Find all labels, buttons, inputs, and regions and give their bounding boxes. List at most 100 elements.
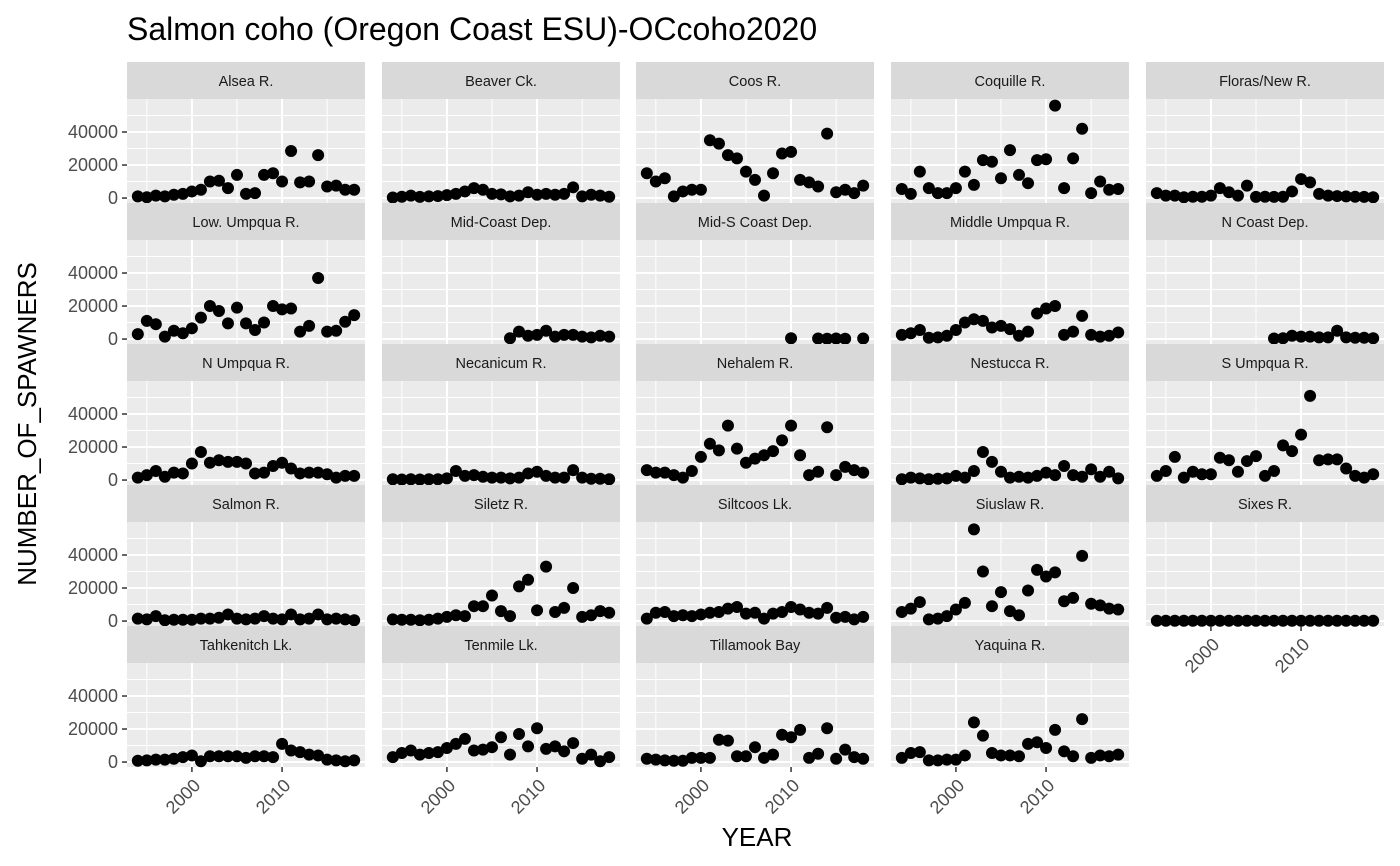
- data-point: [348, 469, 361, 482]
- data-point: [458, 610, 471, 623]
- data-point: [212, 454, 225, 467]
- data-point: [167, 613, 180, 626]
- data-points: [895, 713, 1125, 767]
- data-point: [1094, 175, 1107, 188]
- y-tick-label: 40000: [68, 122, 118, 142]
- facet-strip-label: Yaquina R.: [975, 638, 1046, 654]
- data-point: [585, 609, 598, 622]
- data-point: [267, 460, 280, 473]
- data-point: [504, 610, 517, 623]
- data-point: [176, 751, 189, 764]
- data-point: [386, 613, 399, 626]
- data-point: [1313, 187, 1326, 200]
- data-point: [504, 748, 517, 761]
- data-points: [895, 300, 1125, 344]
- data-point: [140, 754, 153, 767]
- data-point: [221, 455, 234, 468]
- data-point: [949, 603, 962, 616]
- data-point: [976, 565, 989, 578]
- data-point: [776, 728, 789, 741]
- data-point: [857, 752, 870, 765]
- data-point: [449, 464, 462, 477]
- data-point: [685, 610, 698, 623]
- y-tick-label: 40000: [68, 545, 118, 565]
- data-point: [785, 601, 798, 614]
- data-point: [386, 191, 399, 204]
- data-point: [404, 744, 417, 757]
- data-point: [904, 746, 917, 759]
- data-point: [167, 188, 180, 201]
- data-point: [413, 614, 426, 627]
- data-point: [1112, 603, 1125, 616]
- data-point: [576, 190, 589, 203]
- data-point: [667, 754, 680, 767]
- data-point: [1031, 563, 1044, 576]
- facet-siletz-r: Siletz R.: [382, 485, 620, 627]
- facet-strip: [636, 62, 874, 99]
- facet-strip-label: Tenmile Lk.: [464, 638, 537, 654]
- data-point: [803, 176, 816, 189]
- data-point: [1349, 190, 1362, 203]
- data-point: [1304, 389, 1317, 402]
- facet-coquille-r: Coquille R.: [891, 62, 1129, 203]
- data-point: [913, 746, 926, 759]
- data-point: [422, 746, 435, 759]
- data-point: [603, 190, 616, 203]
- data-point: [1103, 183, 1116, 196]
- data-point: [240, 613, 252, 626]
- x-tick-label: 2010: [1016, 775, 1058, 817]
- data-point: [576, 471, 589, 484]
- data-point: [339, 469, 352, 482]
- data-point: [985, 321, 998, 334]
- data-point: [240, 457, 252, 470]
- facet-strip-label: Nehalem R.: [717, 356, 794, 372]
- data-point: [1304, 330, 1317, 343]
- facet-nehalem-r: Nehalem R.: [636, 344, 874, 485]
- data-point: [540, 469, 553, 482]
- data-point: [857, 179, 870, 192]
- data-point: [922, 331, 935, 344]
- facet-strip: [382, 344, 620, 381]
- data-point: [495, 731, 507, 744]
- data-point: [522, 329, 535, 342]
- data-point: [285, 302, 298, 315]
- facet-strip: [127, 203, 365, 240]
- data-point: [1195, 190, 1208, 203]
- data-point: [1231, 614, 1244, 627]
- facet-middle-umpqua-r: Middle Umpqua R.: [891, 203, 1129, 344]
- data-point: [149, 464, 162, 477]
- data-point: [739, 750, 752, 763]
- y-axis-title: NUMBER_OF_SPAWNERS: [12, 262, 42, 586]
- data-point: [1076, 549, 1089, 562]
- data-point: [267, 751, 280, 764]
- data-point: [1067, 750, 1080, 763]
- facet-strip: [382, 203, 620, 240]
- data-point: [985, 455, 998, 468]
- data-points: [640, 601, 870, 626]
- data-point: [495, 188, 507, 201]
- data-point: [1112, 472, 1125, 485]
- data-point: [531, 465, 544, 478]
- data-point: [1367, 332, 1380, 345]
- data-point: [994, 319, 1007, 332]
- data-point: [976, 314, 989, 327]
- data-point: [694, 183, 707, 196]
- data-point: [1367, 614, 1380, 627]
- data-point: [1249, 190, 1262, 203]
- data-point: [1259, 469, 1271, 482]
- data-point: [812, 607, 825, 620]
- data-point: [203, 300, 216, 313]
- data-point: [967, 716, 980, 729]
- facet-strip-label: Siletz R.: [474, 497, 528, 513]
- data-point: [321, 613, 334, 626]
- facet-strip: [891, 485, 1129, 522]
- panel-background: [636, 240, 874, 344]
- data-point: [449, 609, 462, 622]
- facet-nestucca-r: Nestucca R.: [891, 344, 1129, 486]
- data-point: [1040, 570, 1053, 583]
- x-tick-label: 2010: [1271, 634, 1313, 676]
- data-point: [522, 467, 535, 480]
- data-point: [194, 311, 207, 324]
- data-point: [739, 165, 752, 178]
- data-point: [676, 754, 689, 767]
